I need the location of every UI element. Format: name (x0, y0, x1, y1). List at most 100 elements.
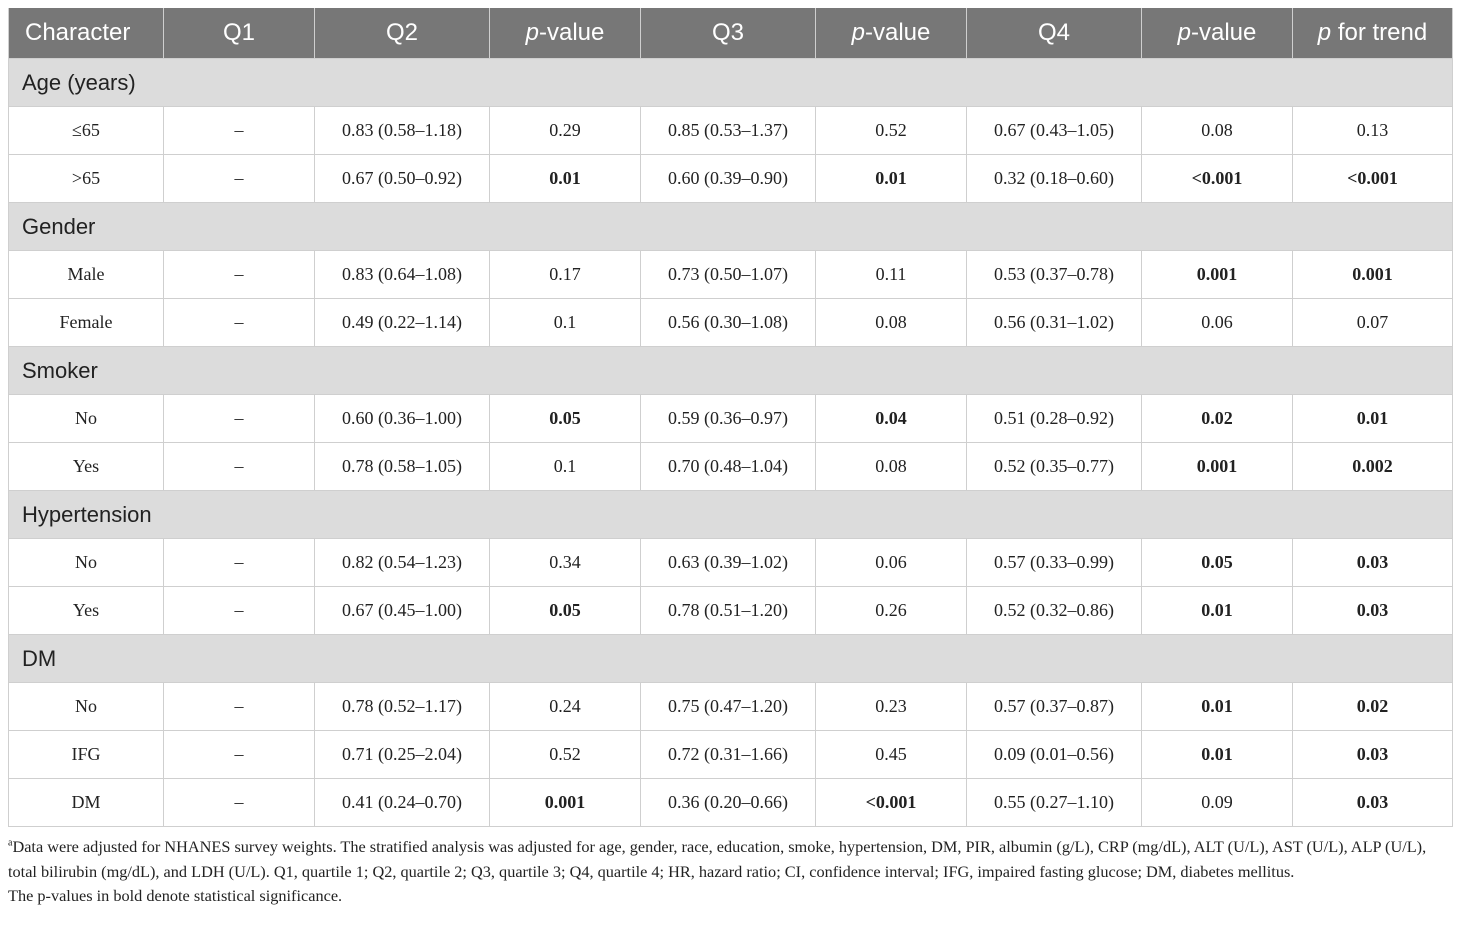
q3-hr-ci-cell: 0.75 (0.47–1.20) (640, 682, 816, 731)
q3-p-value-cell: 0.11 (815, 250, 967, 299)
q3-p-value-cell: 0.08 (815, 442, 967, 491)
header-p-value-q3: p-value (815, 8, 967, 59)
group-label: DM (8, 634, 1453, 683)
header-p-italic: p (1177, 19, 1191, 46)
q3-hr-ci-cell: 0.56 (0.30–1.08) (640, 298, 816, 347)
q3-p-value-cell: 0.08 (815, 298, 967, 347)
q4-hr-ci-cell: 0.57 (0.37–0.87) (966, 682, 1142, 731)
q1-cell: – (163, 586, 315, 635)
table-row: Male –0.83 (0.64–1.08) 0.17 0.73 (0.50–1.07… (8, 250, 1453, 299)
table-row: Yes –0.78 (0.58–1.05) 0.1 0.70 (0.48–1.04) 0… (8, 442, 1453, 491)
q3-hr-ci-cell: 0.36 (0.20–0.66) (640, 778, 816, 827)
row-label-cell: Male (8, 250, 164, 299)
q4-p-value-cell: <0.001 (1141, 154, 1293, 203)
q4-p-value-cell: 0.02 (1141, 394, 1293, 443)
q3-hr-ci-cell: 0.72 (0.31–1.66) (640, 730, 816, 779)
q3-p-value-cell: 0.06 (815, 538, 967, 587)
q4-hr-ci-cell: 0.09 (0.01–0.56) (966, 730, 1142, 779)
p-for-trend-cell: 0.002 (1292, 442, 1453, 491)
p-for-trend-cell: 0.03 (1292, 586, 1453, 635)
row-label-cell: No (8, 394, 164, 443)
q4-hr-ci-cell: 0.52 (0.32–0.86) (966, 586, 1142, 635)
q3-p-value-cell: 0.52 (815, 106, 967, 155)
table-row: ≤65–0.83 (0.58–1.18) 0.29 0.85 (0.53–1.37)… (8, 106, 1453, 155)
q2-hr-ci-cell: 0.60 (0.36–1.00) (314, 394, 490, 443)
p-for-trend-cell: 0.13 (1292, 106, 1453, 155)
q3-p-value-cell: 0.23 (815, 682, 967, 731)
row-label-cell: No (8, 538, 164, 587)
q2-hr-ci-cell: 0.78 (0.58–1.05) (314, 442, 490, 491)
q4-hr-ci-cell: 0.53 (0.37–0.78) (966, 250, 1142, 299)
q4-hr-ci-cell: 0.55 (0.27–1.10) (966, 778, 1142, 827)
group-row: DM (8, 634, 1453, 683)
group-label: Hypertension (8, 490, 1453, 539)
q2-hr-ci-cell: 0.82 (0.54–1.23) (314, 538, 490, 587)
group-row: Hypertension (8, 490, 1453, 539)
group-label: Smoker (8, 346, 1453, 395)
q4-p-value-cell: 0.01 (1141, 682, 1293, 731)
q3-p-value-cell: 0.45 (815, 730, 967, 779)
header-q2: Q2 (314, 8, 490, 59)
table-row: Yes –0.67 (0.45–1.00) 0.05 0.78 (0.51–1.20)… (8, 586, 1453, 635)
table-container: Character Q1 Q2 p-value Q3 p-value Q4 p-… (8, 8, 1453, 909)
header-p-value-q4: p-value (1141, 8, 1293, 59)
header-p-italic: p (525, 19, 539, 46)
footnote-marker: a (8, 837, 13, 849)
header-character: Character (8, 8, 164, 59)
p-for-trend-cell: 0.03 (1292, 778, 1453, 827)
q3-hr-ci-cell: 0.60 (0.39–0.90) (640, 154, 816, 203)
q1-cell: – (163, 730, 315, 779)
row-label-cell: DM (8, 778, 164, 827)
row-label-cell: Female (8, 298, 164, 347)
q1-cell: – (163, 106, 315, 155)
header-p-italic: p (851, 19, 865, 46)
q3-hr-ci-cell: 0.73 (0.50–1.07) (640, 250, 816, 299)
q2-p-value-cell: 0.05 (489, 586, 641, 635)
footnote-a-text: Data were adjusted for NHANES survey wei… (8, 837, 1427, 881)
row-label-cell: Yes (8, 586, 164, 635)
p-for-trend-cell: 0.02 (1292, 682, 1453, 731)
p-for-trend-cell: 0.01 (1292, 394, 1453, 443)
subgroup-table: Character Q1 Q2 p-value Q3 p-value Q4 p-… (8, 8, 1453, 827)
q2-hr-ci-cell: 0.83 (0.64–1.08) (314, 250, 490, 299)
q2-p-value-cell: 0.17 (489, 250, 641, 299)
q2-hr-ci-cell: 0.71 (0.25–2.04) (314, 730, 490, 779)
q2-p-value-cell: 0.001 (489, 778, 641, 827)
table-body: Age (years) ≤65–0.83 (0.58–1.18) 0.29 0.85 … (8, 58, 1453, 827)
p-for-trend-cell: 0.03 (1292, 538, 1453, 587)
q4-p-value-cell: 0.001 (1141, 250, 1293, 299)
q4-p-value-cell: 0.06 (1141, 298, 1293, 347)
q2-hr-ci-cell: 0.67 (0.50–0.92) (314, 154, 490, 203)
header-p-suffix: -value (538, 19, 605, 46)
group-row: Age (years) (8, 58, 1453, 107)
group-label: Age (years) (8, 58, 1453, 107)
table-row: Female –0.49 (0.22–1.14) 0.1 0.56 (0.30–1.0… (8, 298, 1453, 347)
q3-hr-ci-cell: 0.85 (0.53–1.37) (640, 106, 816, 155)
header-trend-suffix: for trend (1331, 19, 1428, 46)
p-for-trend-cell: 0.03 (1292, 730, 1453, 779)
q4-hr-ci-cell: 0.67 (0.43–1.05) (966, 106, 1142, 155)
row-label-cell: ≤65 (8, 106, 164, 155)
q4-p-value-cell: 0.05 (1141, 538, 1293, 587)
q4-hr-ci-cell: 0.32 (0.18–0.60) (966, 154, 1142, 203)
q2-p-value-cell: 0.52 (489, 730, 641, 779)
header-q1: Q1 (163, 8, 315, 59)
header-p-value-q2: p-value (489, 8, 641, 59)
table-row: No –0.60 (0.36–1.00) 0.05 0.59 (0.36–0.97) 0… (8, 394, 1453, 443)
q2-p-value-cell: 0.34 (489, 538, 641, 587)
footnote-b: The p-values in bold denote statistical … (8, 886, 343, 905)
table-row: No –0.78 (0.52–1.17) 0.24 0.75 (0.47–1.20) 0… (8, 682, 1453, 731)
q2-p-value-cell: 0.01 (489, 154, 641, 203)
row-label-cell: Yes (8, 442, 164, 491)
q3-p-value-cell: 0.04 (815, 394, 967, 443)
header-p-suffix: -value (1190, 19, 1257, 46)
group-row: Smoker (8, 346, 1453, 395)
q1-cell: – (163, 682, 315, 731)
p-for-trend-cell: 0.001 (1292, 250, 1453, 299)
header-p-suffix: -value (864, 19, 931, 46)
q2-p-value-cell: 0.1 (489, 298, 641, 347)
header-p-for-trend: p for trend (1292, 8, 1453, 59)
q1-cell: – (163, 394, 315, 443)
q4-hr-ci-cell: 0.51 (0.28–0.92) (966, 394, 1142, 443)
q3-hr-ci-cell: 0.70 (0.48–1.04) (640, 442, 816, 491)
